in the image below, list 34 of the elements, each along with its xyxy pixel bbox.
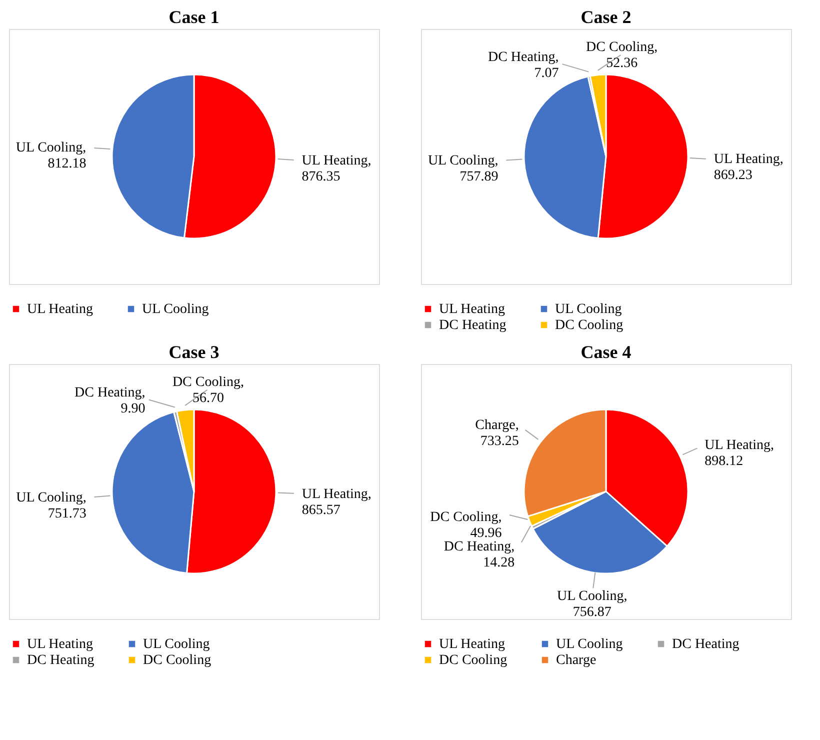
data-label: UL Heating, 865.57 — [302, 486, 372, 518]
legend-label: DC Heating — [672, 637, 740, 652]
chart-title: Case 4 — [580, 342, 632, 362]
legend-label: DC Cooling — [143, 653, 212, 668]
data-label: UL Cooling, 756.87 — [556, 589, 628, 620]
legend-label: DC Cooling — [555, 318, 624, 333]
data-label: UL Heating, 898.12 — [704, 438, 774, 469]
legend-label: DC Heating — [439, 318, 506, 333]
legend-label: UL Cooling — [143, 637, 210, 652]
chart-title: Case 1 — [168, 7, 220, 27]
data-label: DC Heating, 9.90 — [74, 386, 146, 417]
data-label: UL Cooling, 757.89 — [428, 154, 498, 185]
data-label: DC Heating, 7.07 — [488, 50, 559, 81]
legend-label: UL Heating — [439, 637, 505, 652]
data-label: DC Cooling, 49.96 — [430, 510, 502, 542]
data-label: DC Cooling, 52.36 — [586, 40, 658, 72]
legend-label: UL Heating — [27, 637, 93, 652]
data-label: UL Heating, 869.23 — [714, 152, 784, 184]
legend-label: UL Heating — [27, 302, 93, 317]
chart-title: Case 3 — [168, 342, 220, 362]
legend-label: UL Heating — [439, 302, 505, 317]
data-label: UL Cooling, 812.18 — [16, 140, 86, 172]
data-label: UL Cooling, 751.73 — [16, 490, 86, 522]
legend-label: UL Cooling — [142, 302, 209, 317]
chart-title: Case 2 — [580, 7, 632, 27]
data-label: UL Heating, 876.35 — [302, 153, 372, 184]
legend-label: Charge — [556, 653, 596, 668]
legend-label: UL Cooling — [555, 302, 622, 317]
data-label: Charge, 733.25 — [475, 418, 519, 450]
legend-label: DC Cooling — [439, 653, 508, 668]
legend-label: UL Cooling — [556, 637, 623, 652]
legend-label: DC Heating — [27, 653, 94, 668]
data-label: DC Heating, 14.28 — [444, 540, 515, 571]
data-label: DC Cooling, 56.70 — [172, 374, 244, 406]
